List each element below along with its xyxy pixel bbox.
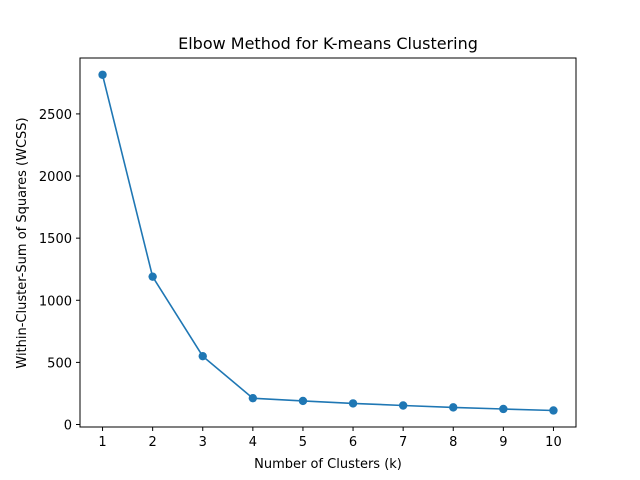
plot-area [79,57,577,428]
data-point [98,70,107,79]
x-tick-label: 8 [449,435,457,450]
wcss-series-line [101,74,554,412]
y-tick-label: 2000 [39,170,72,185]
y-tick-label: 500 [47,356,72,371]
y-axis-label: Within-Cluster-Sum of Squares (WCSS) [15,117,30,368]
y-tick-label: 1000 [39,294,72,309]
data-point [398,401,408,410]
chart-title: Elbow Method for K-means Clustering [178,34,478,53]
x-tick-label: 2 [149,435,157,450]
y-tick-label: 1500 [39,232,72,247]
data-point [198,351,207,361]
x-tick-label: 7 [399,435,407,450]
x-tick-label: 5 [299,435,307,450]
data-point [499,404,508,414]
x-axis-label: Number of Clusters (k) [254,457,402,472]
data-point [298,396,308,406]
wcss-series-markers [98,70,558,415]
x-tick-label: 6 [349,435,357,450]
x-tick-label: 1 [98,435,106,450]
x-tick-label: 9 [499,435,507,450]
y-tick-label: 0 [64,419,72,434]
data-point [549,406,558,415]
axes-frame [79,57,577,428]
data-point [148,272,157,281]
x-axis-ticks: 1 2 3 4 5 6 7 8 9 10 [98,427,562,450]
y-tick-label: 2500 [39,108,72,123]
data-point [449,403,458,412]
y-axis-ticks: 0 500 1000 1500 2000 2500 [39,108,80,434]
x-tick-label: 4 [249,435,257,450]
data-point [348,399,358,408]
data-point [248,393,258,403]
x-tick-label: 3 [199,435,207,450]
x-tick-label: 10 [545,435,562,450]
